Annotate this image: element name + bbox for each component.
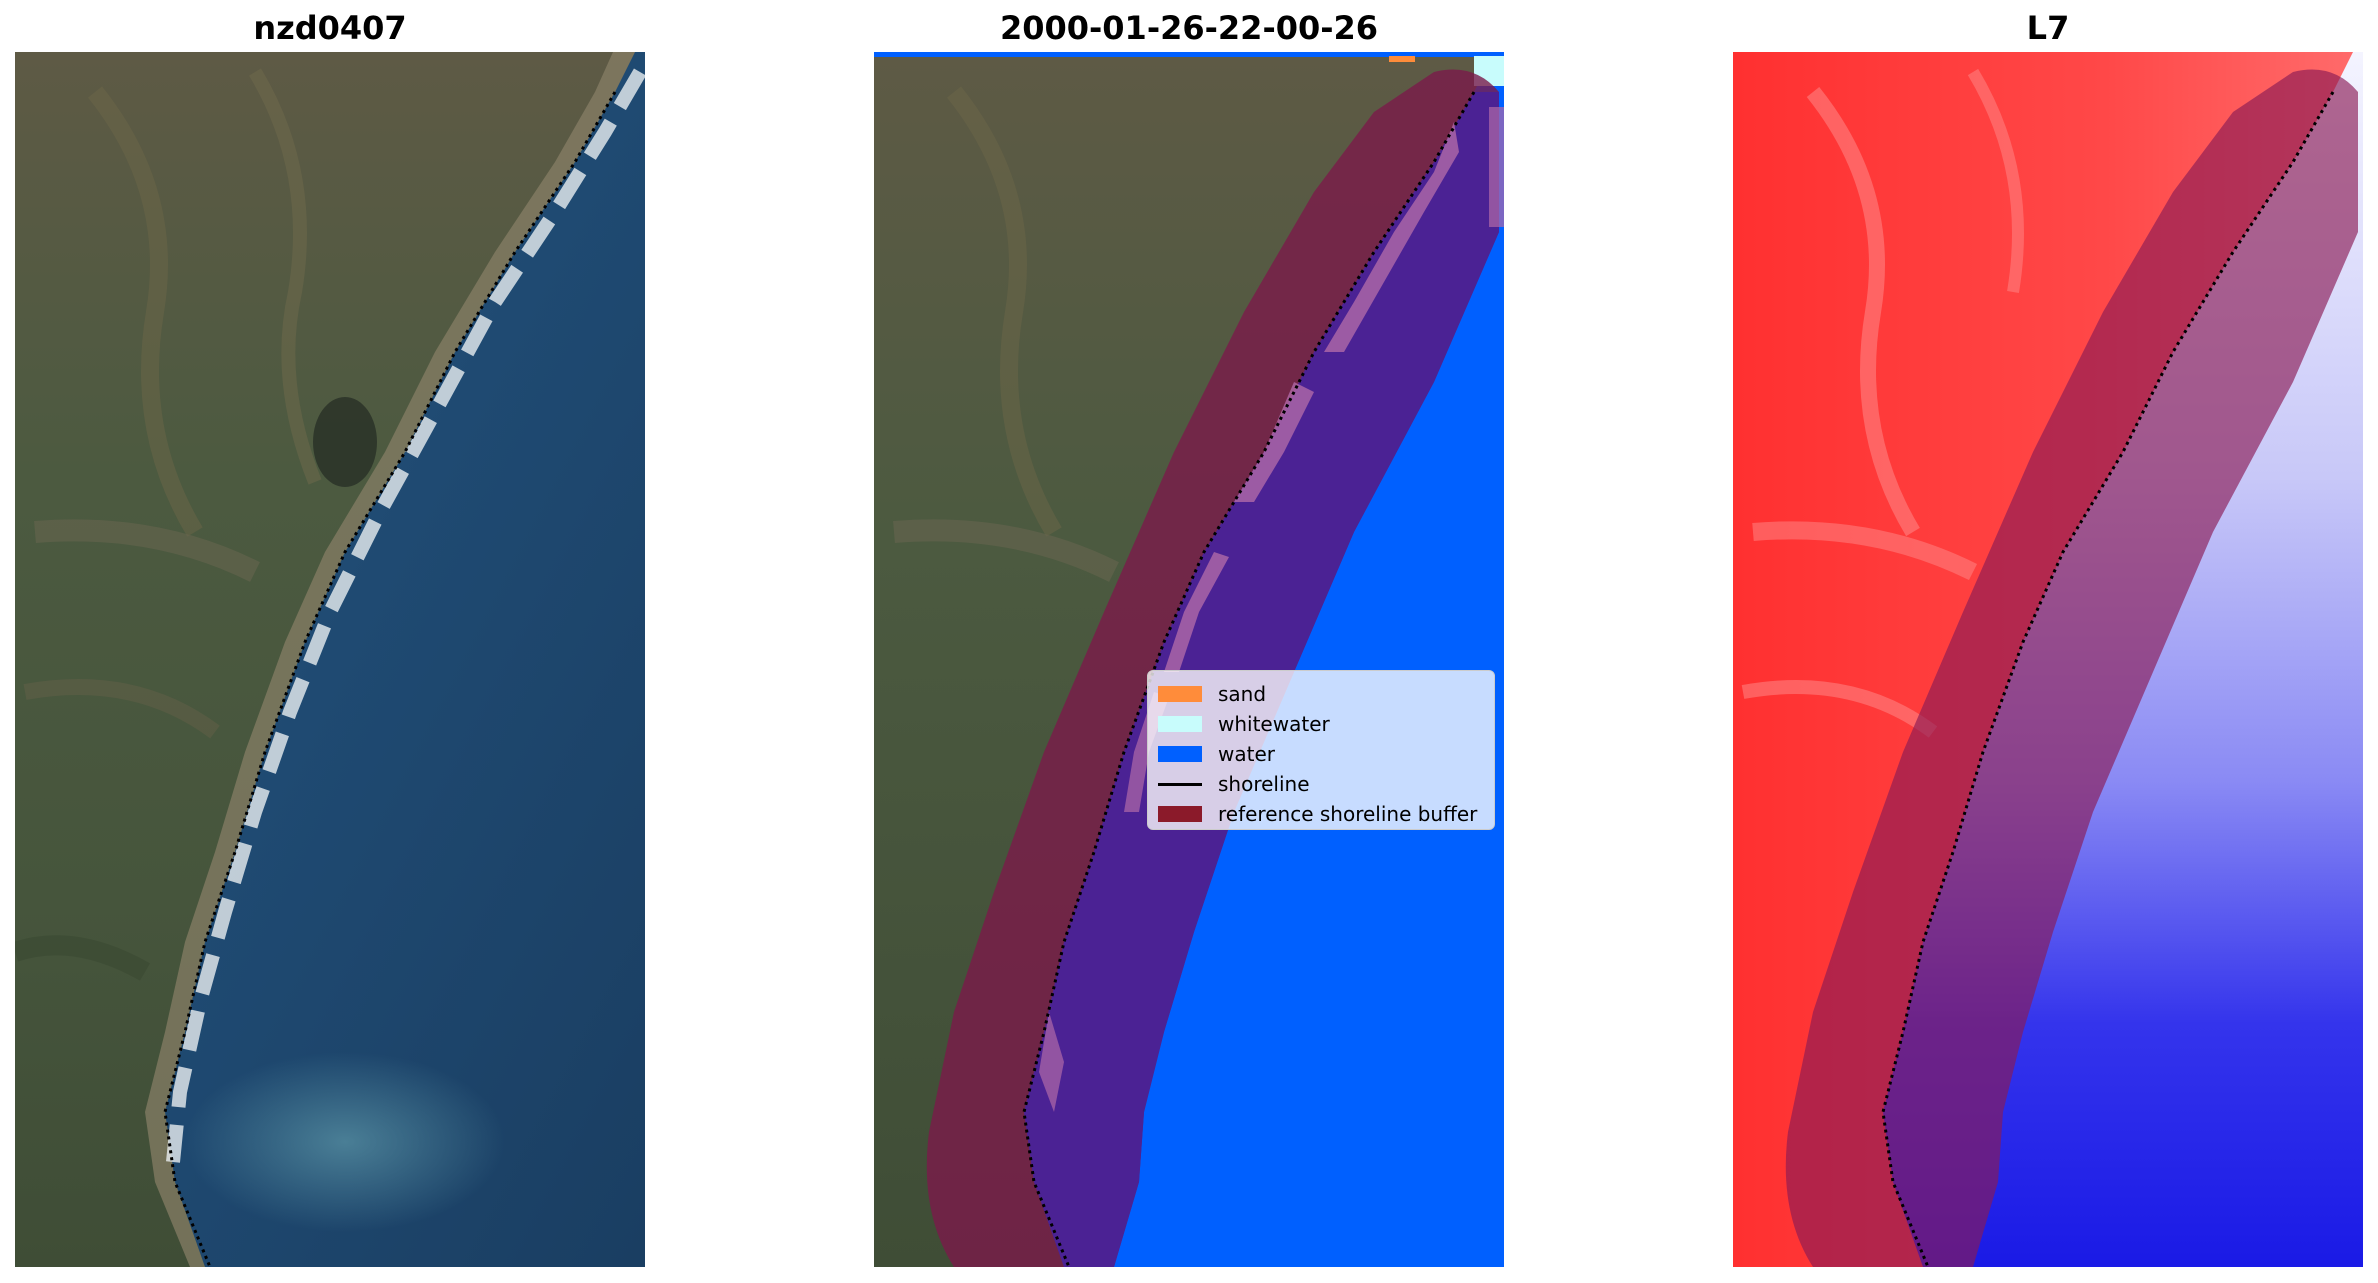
whitewater-swatch — [1158, 716, 1202, 732]
legend-label: reference shoreline buffer — [1218, 802, 1478, 826]
legend-item-buffer: reference shoreline buffer — [1158, 799, 1484, 829]
panel-title-rgb: nzd0407 — [253, 9, 407, 47]
legend-item-sand: sand — [1158, 679, 1484, 709]
classified-image — [874, 52, 1504, 1267]
shoreline-line-swatch — [1158, 782, 1202, 786]
legend-label: water — [1218, 742, 1275, 766]
legend-label: sand — [1218, 682, 1267, 706]
panel-title-classified: 2000-01-26-22-00-26 — [999, 9, 1379, 47]
legend-item-water: water — [1158, 739, 1484, 769]
legend-item-shoreline: shoreline — [1158, 769, 1484, 799]
legend-label: whitewater — [1218, 712, 1330, 736]
index-image — [1733, 52, 2363, 1267]
panel-title-index: L7 — [2026, 9, 2070, 47]
legend-label: shoreline — [1218, 772, 1310, 796]
sand-swatch — [1158, 686, 1202, 702]
legend: sand whitewater water shoreline referenc… — [1147, 670, 1495, 830]
water-swatch — [1158, 746, 1202, 762]
rgb-satellite-image — [15, 52, 645, 1267]
legend-item-whitewater: whitewater — [1158, 709, 1484, 739]
buffer-swatch — [1158, 806, 1202, 822]
